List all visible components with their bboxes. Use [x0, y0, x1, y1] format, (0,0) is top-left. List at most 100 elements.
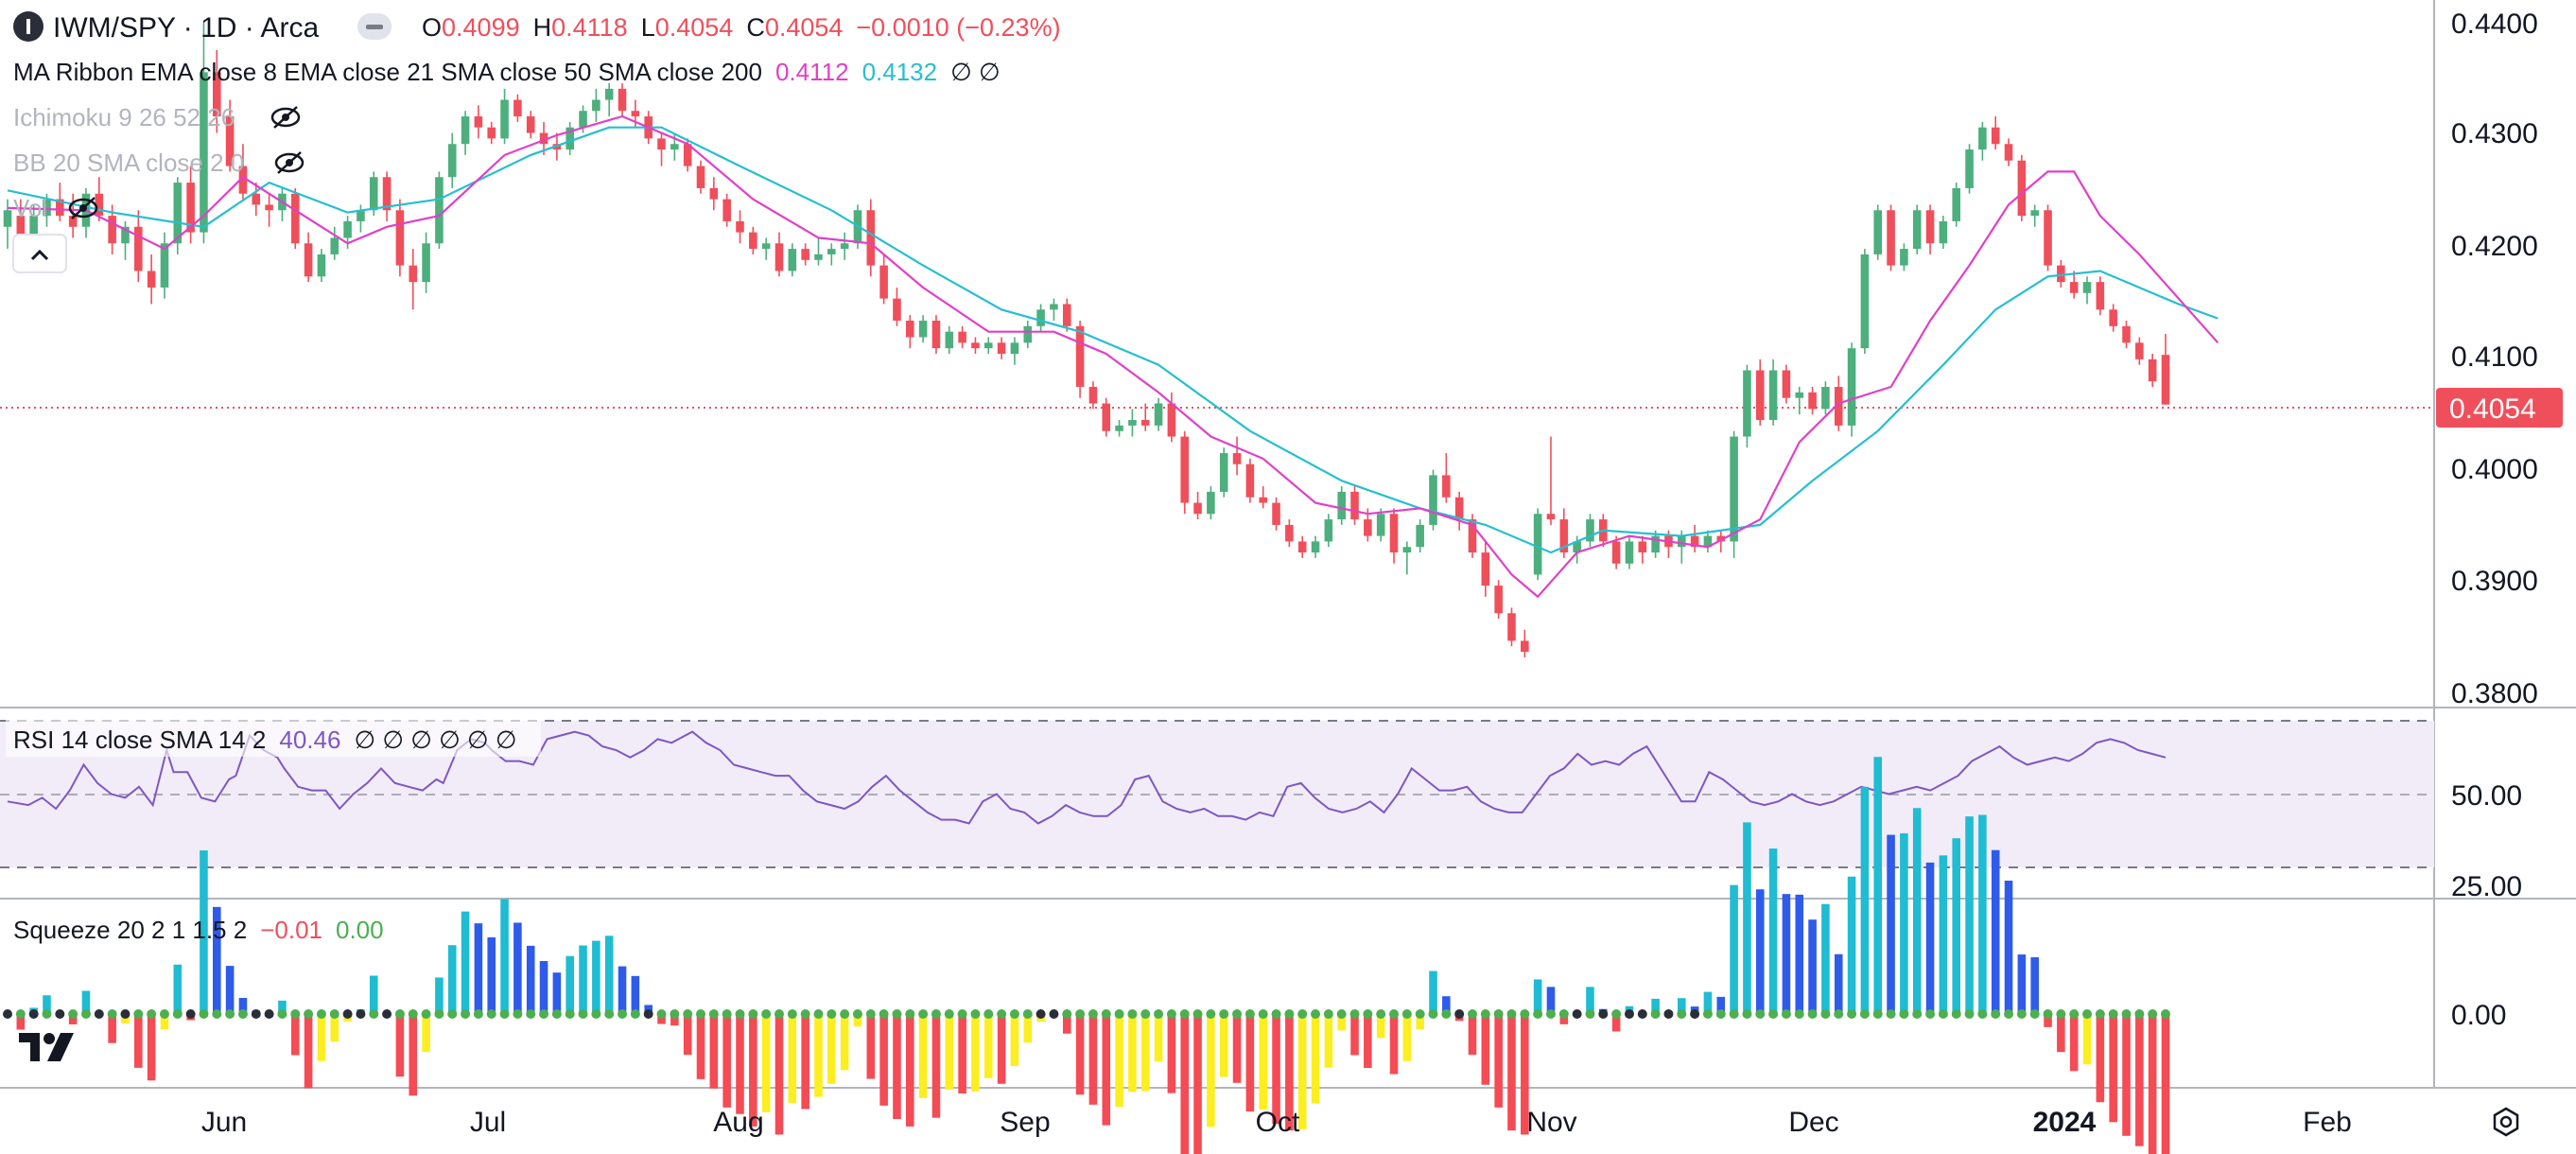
- squeeze-dot: [434, 1009, 444, 1019]
- price-tick: 0.4300: [2451, 118, 2538, 149]
- candle-body: [1416, 524, 1424, 548]
- squeeze-dot: [1311, 1009, 1321, 1019]
- time-axis[interactable]: Jun Jul Aug Sep Oct Nov Dec 2024 Feb: [201, 1107, 2519, 1138]
- candle-body: [657, 138, 666, 150]
- squeeze-dot: [670, 1009, 680, 1019]
- price-axis[interactable]: 0.4400 0.4300 0.4200 0.4100 0.4000 0.390…: [2436, 9, 2563, 709]
- candle-body: [1546, 514, 1556, 520]
- candle-body: [566, 127, 574, 150]
- squeeze-bar: [1743, 822, 1751, 1014]
- candle-body: [461, 116, 470, 145]
- squeeze-bar: [1768, 848, 1778, 1014]
- squeeze-bar: [1716, 996, 1726, 1014]
- squeeze-bar: [317, 1014, 326, 1061]
- squeeze-dot: [486, 1009, 496, 1019]
- squeeze-dot: [382, 1009, 392, 1019]
- squeeze-bar: [409, 1014, 418, 1096]
- squeeze-dot: [1781, 1009, 1791, 1019]
- ma-ribbon-legend[interactable]: MA Ribbon EMA close 8 EMA close 21 SMA c…: [13, 58, 1001, 86]
- squeeze-bar: [1442, 996, 1451, 1014]
- squeeze-axis[interactable]: 0.00: [2451, 1000, 2506, 1031]
- bb-hidden-eye-icon[interactable]: [274, 151, 305, 174]
- squeeze-bar: [1481, 1014, 1490, 1085]
- squeeze-bar: [395, 1014, 405, 1077]
- squeeze-dot: [1062, 1009, 1072, 1019]
- squeeze-bar: [840, 1014, 849, 1071]
- squeeze-dot: [1886, 1009, 1896, 1019]
- squeeze-dot: [1376, 1009, 1386, 1019]
- squeeze-dot: [1271, 1009, 1281, 1019]
- time-label: Oct: [1256, 1107, 1300, 1138]
- squeeze-bar: [1873, 757, 1883, 1014]
- candle-body: [2096, 282, 2105, 310]
- squeeze-dot: [905, 1009, 915, 1019]
- rsi-tick: 50.00: [2451, 780, 2522, 812]
- candle-body: [958, 331, 966, 343]
- squeeze-bar: [2135, 1014, 2144, 1146]
- candle-body: [945, 331, 954, 349]
- squeeze-bar: [422, 1014, 430, 1053]
- settings-gear-icon[interactable]: [2493, 1107, 2519, 1137]
- squeeze-bar: [1193, 1014, 1202, 1154]
- tradingview-logo[interactable]: [19, 1033, 74, 1061]
- squeeze-dot: [997, 1009, 1007, 1019]
- candle-body: [1795, 392, 1804, 398]
- squeeze-bar: [1507, 1014, 1516, 1131]
- squeeze-bar: [1900, 832, 1908, 1014]
- squeeze-dot: [1127, 1009, 1138, 1019]
- candle-body: [2082, 282, 2092, 293]
- squeeze-bar: [983, 1014, 993, 1078]
- squeeze-dot: [304, 1009, 314, 1019]
- bb-legend[interactable]: BB 20 SMA close 2 0: [13, 149, 244, 177]
- candle-body: [1651, 535, 1660, 553]
- candle-body: [1625, 541, 1634, 564]
- squeeze-dot: [1480, 1009, 1490, 1019]
- squeeze-legend[interactable]: Squeeze 20 2 1 1.5 2 −0.01 0.00: [13, 916, 384, 944]
- squeeze-dot: [1663, 1009, 1674, 1019]
- squeeze-dot: [591, 1009, 601, 1019]
- squeeze-bar: [1311, 1014, 1320, 1104]
- squeeze-bar: [879, 1014, 888, 1106]
- squeeze-bar: [853, 1014, 862, 1027]
- candle-body: [1297, 541, 1307, 553]
- rsi-legend[interactable]: RSI 14 close SMA 14 2 40.46 ∅ ∅ ∅ ∅ ∅ ∅: [13, 726, 516, 754]
- squeeze-dot: [551, 1009, 562, 1019]
- candle-body: [814, 254, 823, 260]
- ichimoku-hidden-eye-icon[interactable]: [270, 106, 301, 129]
- squeeze-dot: [421, 1009, 431, 1019]
- squeeze-dot: [1598, 1009, 1609, 1019]
- candle-body: [736, 220, 744, 233]
- time-label: Jul: [470, 1107, 506, 1138]
- squeeze-dot: [1114, 1009, 1124, 1019]
- squeeze-dot: [1545, 1009, 1556, 1019]
- squeeze-bar: [1402, 1014, 1412, 1061]
- squeeze-dot: [1729, 1009, 1739, 1019]
- symbol-title[interactable]: IWM/SPY · 1D · Arca: [53, 12, 319, 44]
- squeeze-dot: [1009, 1009, 1019, 1019]
- squeeze-bar: [278, 1000, 287, 1014]
- candle-body: [1402, 547, 1412, 553]
- volume-hidden-eye-icon[interactable]: [68, 197, 98, 219]
- candle-body: [840, 243, 849, 250]
- squeeze-dot: [1441, 1009, 1452, 1019]
- squeeze-bar: [945, 1014, 954, 1091]
- squeeze-dot: [2095, 1009, 2105, 1019]
- squeeze-bar: [1297, 1014, 1307, 1129]
- squeeze-dot: [2069, 1009, 2080, 1019]
- ma-ribbon-layer: [7, 114, 2219, 599]
- candle-body: [1521, 640, 1529, 653]
- volume-legend[interactable]: Vol: [13, 194, 47, 222]
- ema21-line: [7, 126, 2219, 554]
- squeeze-dot: [473, 1009, 483, 1019]
- candle-body: [879, 265, 888, 299]
- squeeze-bar: [1154, 1014, 1163, 1062]
- squeeze-bar: [1010, 1014, 1019, 1067]
- squeeze-bar: [1755, 889, 1765, 1014]
- squeeze-dot: [1219, 1009, 1229, 1019]
- squeeze-bar: [290, 1014, 300, 1056]
- ichimoku-legend[interactable]: Ichimoku 9 26 52 26: [13, 103, 235, 131]
- rsi-axis[interactable]: 50.00 25.00: [2451, 780, 2522, 902]
- squeeze-dot: [683, 1009, 693, 1019]
- candle-body: [212, 72, 221, 117]
